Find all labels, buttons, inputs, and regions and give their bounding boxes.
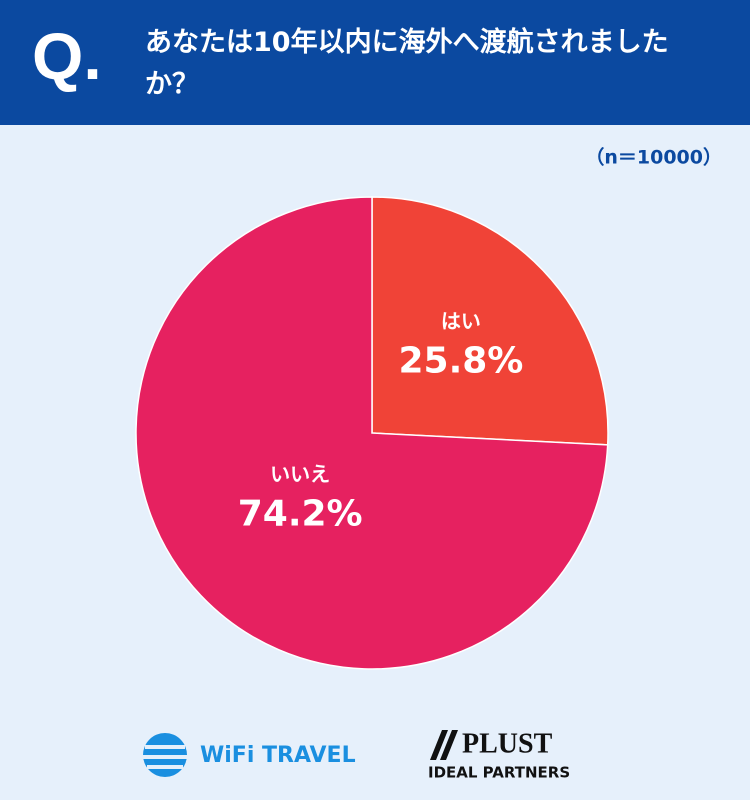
chart: （n＝10000） WiFi TRAVEL PLUST IDEAL PARTNE…	[135, 146, 722, 782]
plust-icon	[430, 730, 458, 760]
plust-logo: PLUST IDEAL PARTNERS	[428, 728, 570, 781]
globe-lines	[143, 745, 187, 769]
header: Q. あなたは10年以内に海外へ渡航されましたか？	[0, 0, 750, 125]
subtitle: （n＝10000）	[585, 146, 722, 169]
slice-value-label: 25.8%	[398, 340, 523, 381]
wifi-logo: WiFi TRAVEL	[143, 733, 356, 777]
slice-category: いいえ	[270, 462, 330, 486]
pie-slice	[135, 196, 609, 670]
question: あなたは10年以内に海外へ渡航されましたか？	[145, 27, 669, 100]
logo-text: PLUST	[462, 728, 553, 759]
slice-category: はい	[441, 309, 481, 333]
q-mark: Q.	[32, 19, 102, 93]
logo-subtext: IDEAL PARTNERS	[428, 764, 570, 782]
logo-text: WiFi TRAVEL	[200, 743, 356, 768]
slice-value-label: 74.2%	[238, 493, 363, 534]
pie-slice	[371, 196, 609, 446]
